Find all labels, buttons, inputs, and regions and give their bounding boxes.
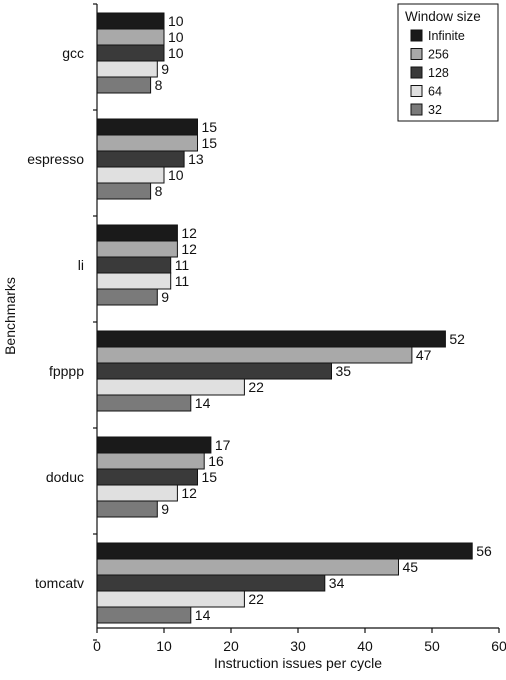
value-label: 17: [215, 437, 231, 453]
bar: [96, 118, 198, 136]
category-label: fpppp: [49, 363, 84, 379]
value-label: 9: [161, 289, 169, 305]
legend: Window size Infinite 256 128 64 32: [397, 3, 499, 122]
value-label: 10: [168, 29, 184, 45]
legend-label: 128: [428, 66, 449, 80]
bar: [96, 542, 473, 560]
value-label: 45: [403, 559, 419, 575]
category-label: doduc: [46, 469, 84, 485]
bar: [96, 590, 245, 608]
bar: [96, 378, 245, 396]
bar: [96, 362, 332, 380]
bar: [96, 240, 178, 258]
value-label: 11: [175, 273, 190, 289]
value-label: 11: [175, 257, 190, 273]
category-label: espresso: [27, 151, 84, 167]
y-ticks-group: [93, 3, 97, 641]
legend-label: 64: [428, 85, 442, 99]
legend-label: 32: [428, 103, 442, 117]
value-label: 47: [416, 347, 432, 363]
legend-label: Infinite: [428, 29, 465, 43]
legend-box: [397, 3, 499, 122]
value-label: 12: [181, 485, 197, 501]
bar: [96, 272, 172, 290]
value-label: 14: [195, 395, 211, 411]
bar: [96, 558, 399, 576]
y-axis-title: Benchmarks: [2, 277, 18, 355]
legend-swatch: [410, 48, 423, 60]
x-axis-title: Instruction issues per cycle: [214, 655, 382, 671]
bar: [96, 28, 165, 46]
value-labels-group: 1010109815151310812121111952473522141716…: [155, 13, 492, 623]
bar: [96, 436, 212, 454]
value-label: 56: [476, 543, 492, 559]
bar: [96, 60, 158, 78]
bar: [96, 76, 152, 94]
bar: [96, 12, 165, 30]
value-label: 15: [202, 119, 218, 135]
bar: [96, 182, 152, 200]
category-label: tomcatv: [35, 575, 84, 591]
value-label: 16: [208, 453, 224, 469]
value-label: 10: [168, 13, 184, 29]
legend-label: 256: [428, 48, 449, 62]
value-label: 9: [161, 61, 169, 77]
value-label: 35: [336, 363, 352, 379]
value-label: 34: [329, 575, 345, 591]
value-label: 8: [155, 77, 163, 93]
x-tick-label: 30: [290, 638, 306, 654]
bar: [96, 394, 192, 412]
legend-title: Window size: [405, 9, 481, 24]
bar: [96, 150, 185, 168]
value-label: 13: [188, 151, 204, 167]
value-label: 22: [248, 591, 264, 607]
x-tick-label: 10: [156, 638, 172, 654]
legend-swatch: [410, 66, 423, 79]
legend-swatch: [410, 85, 423, 97]
bar: [96, 468, 198, 486]
legend-items: Infinite 256 128 64 32: [410, 29, 465, 117]
bar: [96, 500, 158, 518]
value-label: 12: [181, 225, 197, 241]
value-label: 22: [248, 379, 264, 395]
bar: [96, 224, 178, 242]
bar: [96, 330, 446, 348]
category-label: li: [78, 257, 84, 273]
value-label: 10: [168, 45, 184, 61]
bar: [96, 166, 165, 184]
value-label: 15: [202, 135, 218, 151]
x-tick-label: 0: [93, 638, 101, 654]
value-label: 9: [161, 501, 169, 517]
value-label: 15: [202, 469, 218, 485]
x-tick-label: 40: [357, 638, 373, 654]
value-label: 52: [449, 331, 465, 347]
bar: [96, 606, 192, 624]
bar: [96, 574, 326, 592]
x-tick-label: 50: [424, 638, 440, 654]
x-tick-label: 20: [223, 638, 239, 654]
bar: [96, 452, 205, 470]
category-labels-group: gcc espresso li fpppp doduc tomcatv: [27, 45, 84, 591]
category-label: gcc: [62, 45, 84, 61]
bar: [96, 484, 178, 502]
legend-swatch: [410, 29, 423, 42]
value-label: 10: [168, 167, 184, 183]
legend-swatch: [410, 103, 423, 116]
value-label: 12: [181, 241, 197, 257]
bar: [96, 288, 158, 306]
bar: [96, 44, 165, 62]
bar: [96, 346, 413, 364]
value-label: 14: [195, 607, 211, 623]
bar: [96, 134, 198, 152]
bar: [96, 256, 172, 274]
x-tick-label: 60: [491, 638, 506, 654]
value-label: 8: [155, 183, 163, 199]
x-ticks-group: 0 10 20 30 40 50 60: [93, 628, 506, 654]
